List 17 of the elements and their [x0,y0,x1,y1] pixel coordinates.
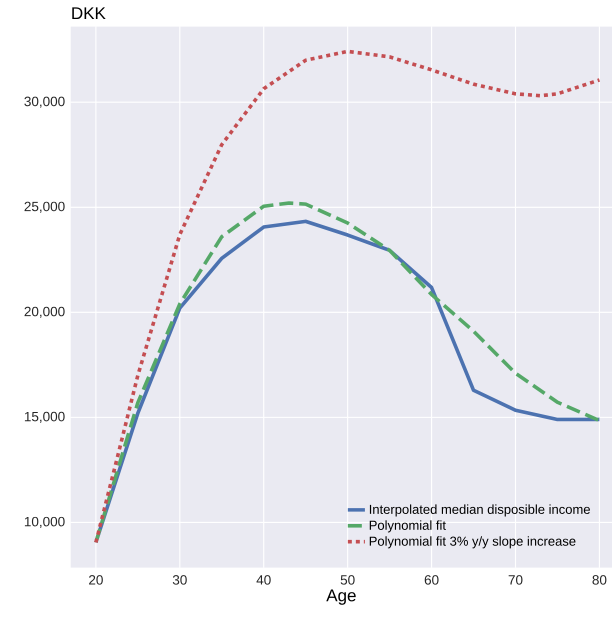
x-tick-label: 50 [340,575,355,585]
legend-label: Interpolated median disposible income [370,504,590,517]
legend-label: Polynomial fit [370,520,446,532]
y-tick-label: 15,000 [24,412,65,423]
y-tick-label: 30,000 [24,96,65,108]
x-axis-title: Age [326,590,356,605]
legend-label: Polynomial fit 3% y/y slope increase [370,536,576,548]
y-tick-label: 10,000 [24,516,65,528]
y-tick-label: 20,000 [24,306,65,318]
chart-title: DKK [72,7,106,20]
x-tick-label: 60 [424,575,439,585]
x-tick-label: 40 [256,575,271,585]
x-tick-label: 80 [592,575,606,585]
y-tick-label: 25,000 [24,202,65,213]
x-tick-label: 70 [508,575,522,585]
x-tick-label: 30 [172,575,187,585]
x-tick-label: 20 [89,575,103,585]
